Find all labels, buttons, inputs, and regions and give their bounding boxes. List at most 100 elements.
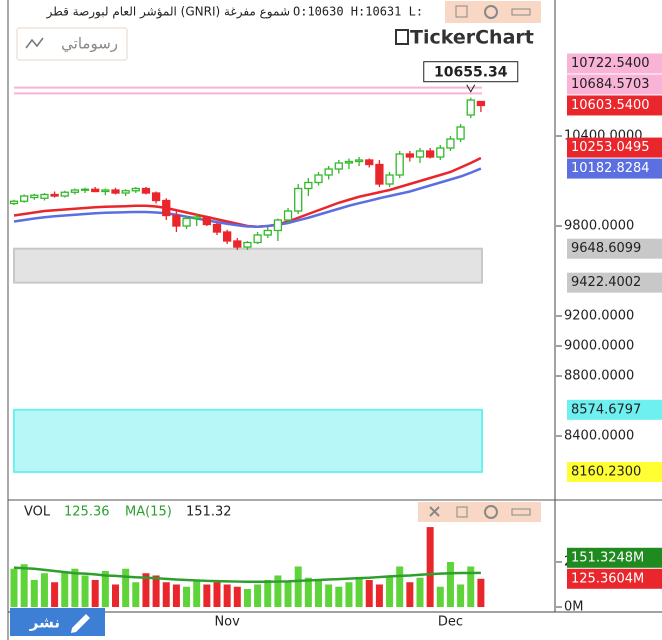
- volume-controls[interactable]: [418, 502, 541, 522]
- maximize-icon[interactable]: [455, 5, 468, 18]
- level-box: [567, 238, 662, 259]
- candle-body: [476, 100, 486, 107]
- button-label[interactable]: نشر: [29, 614, 60, 632]
- button-label[interactable]: رسوماتي: [61, 35, 118, 54]
- volume-bar: [396, 566, 404, 607]
- y-tick-label: 9800.0000: [564, 219, 634, 234]
- watermark-icon: [395, 29, 409, 45]
- candle-body: [111, 189, 120, 194]
- volume-bar: [355, 577, 363, 607]
- candle-body: [162, 199, 171, 217]
- volume-bar: [162, 582, 170, 607]
- level-label: 10603.5400: [571, 98, 650, 113]
- level-label: 8574.6797: [571, 402, 641, 417]
- x-tick-label: Dec: [438, 615, 463, 630]
- volume-bar: [274, 575, 282, 607]
- volume-bar: [406, 582, 414, 607]
- pencil-icon: [71, 614, 90, 633]
- volume-bar: [304, 577, 312, 607]
- candle-body: [50, 193, 59, 197]
- volume-bar: [10, 568, 18, 607]
- volume-ma-label: MA(15): [125, 505, 172, 520]
- level-box: [567, 158, 662, 179]
- candle-body: [405, 153, 415, 158]
- candle-body: [172, 214, 181, 227]
- header-ohlc: O:10630 H:10631 L:: [293, 5, 423, 19]
- candle-body: [233, 240, 242, 248]
- volume-ma-last: 151.32: [186, 505, 232, 520]
- level-label: 9422.4002: [571, 275, 641, 290]
- level-box: [567, 272, 662, 293]
- volume-bar: [213, 582, 221, 607]
- candle-body: [375, 163, 384, 185]
- level-box: [567, 568, 662, 589]
- button-icon: [25, 37, 44, 49]
- candle-body: [415, 150, 425, 158]
- candle-body: [141, 187, 151, 194]
- volume-bar: [446, 561, 454, 607]
- button-bg[interactable]: [16, 27, 128, 61]
- volume-bar: [315, 579, 322, 607]
- more-icon[interactable]: [511, 508, 531, 516]
- publish-button[interactable]: نشر: [10, 608, 105, 636]
- candle-body: [212, 223, 222, 233]
- controls-bg: [418, 502, 541, 522]
- candle-body: [395, 153, 404, 176]
- candle-body: [294, 187, 303, 212]
- window-controls[interactable]: [445, 1, 541, 23]
- moving-average: [13, 167, 482, 229]
- candle-body: [202, 216, 212, 226]
- y-tick-label: 8400.0000: [564, 428, 634, 443]
- level-label: 9648.6099: [571, 241, 641, 256]
- candle-body: [456, 126, 465, 140]
- level-box: [567, 137, 662, 158]
- volume-bar: [294, 566, 302, 607]
- volume-bar: [132, 582, 140, 607]
- button-bg[interactable]: [10, 608, 105, 636]
- level-label: 10722.5400: [571, 56, 650, 71]
- level-box: [567, 399, 662, 420]
- watermark: TickerChart: [410, 27, 534, 49]
- settings-icon[interactable]: [484, 5, 498, 19]
- candle-body: [80, 188, 90, 191]
- level-label: 10253.0495: [571, 140, 650, 155]
- volume-bar: [40, 573, 48, 607]
- volume-bar: [172, 584, 180, 607]
- controls-bg: [445, 1, 541, 23]
- candle-body: [425, 150, 435, 158]
- drawings-button[interactable]: رسوماتي: [16, 27, 128, 61]
- more-icon[interactable]: [511, 8, 531, 16]
- level-label: 10182.8284: [571, 161, 650, 176]
- candle-body: [131, 187, 140, 192]
- tooltip-caret: [466, 84, 476, 93]
- maximize-icon[interactable]: [456, 506, 468, 518]
- candle-body: [40, 193, 49, 199]
- volume-bar: [436, 586, 444, 607]
- zone: [13, 408, 483, 473]
- candle-body: [324, 168, 333, 176]
- volume-bar: [193, 579, 201, 607]
- candle-body: [365, 159, 374, 166]
- volume-bar: [457, 584, 465, 607]
- volume-bar: [416, 577, 424, 607]
- volume-bar: [284, 582, 292, 607]
- level-box: [567, 95, 662, 116]
- candle-body: [60, 191, 69, 197]
- candle-body: [253, 234, 262, 244]
- candle-body: [182, 217, 191, 227]
- volume-bar: [365, 579, 373, 607]
- volume-bar: [142, 573, 150, 607]
- candle-body: [354, 159, 364, 163]
- candle-body: [466, 99, 475, 116]
- volume-bar: [101, 570, 109, 607]
- settings-icon[interactable]: [484, 505, 498, 519]
- volume-bar: [386, 575, 394, 607]
- zone: [13, 247, 483, 284]
- candle-body: [436, 147, 445, 158]
- close-icon[interactable]: [429, 506, 440, 517]
- volume-bar: [203, 584, 211, 607]
- volume-bar: [223, 584, 231, 607]
- volume-bar: [243, 588, 251, 607]
